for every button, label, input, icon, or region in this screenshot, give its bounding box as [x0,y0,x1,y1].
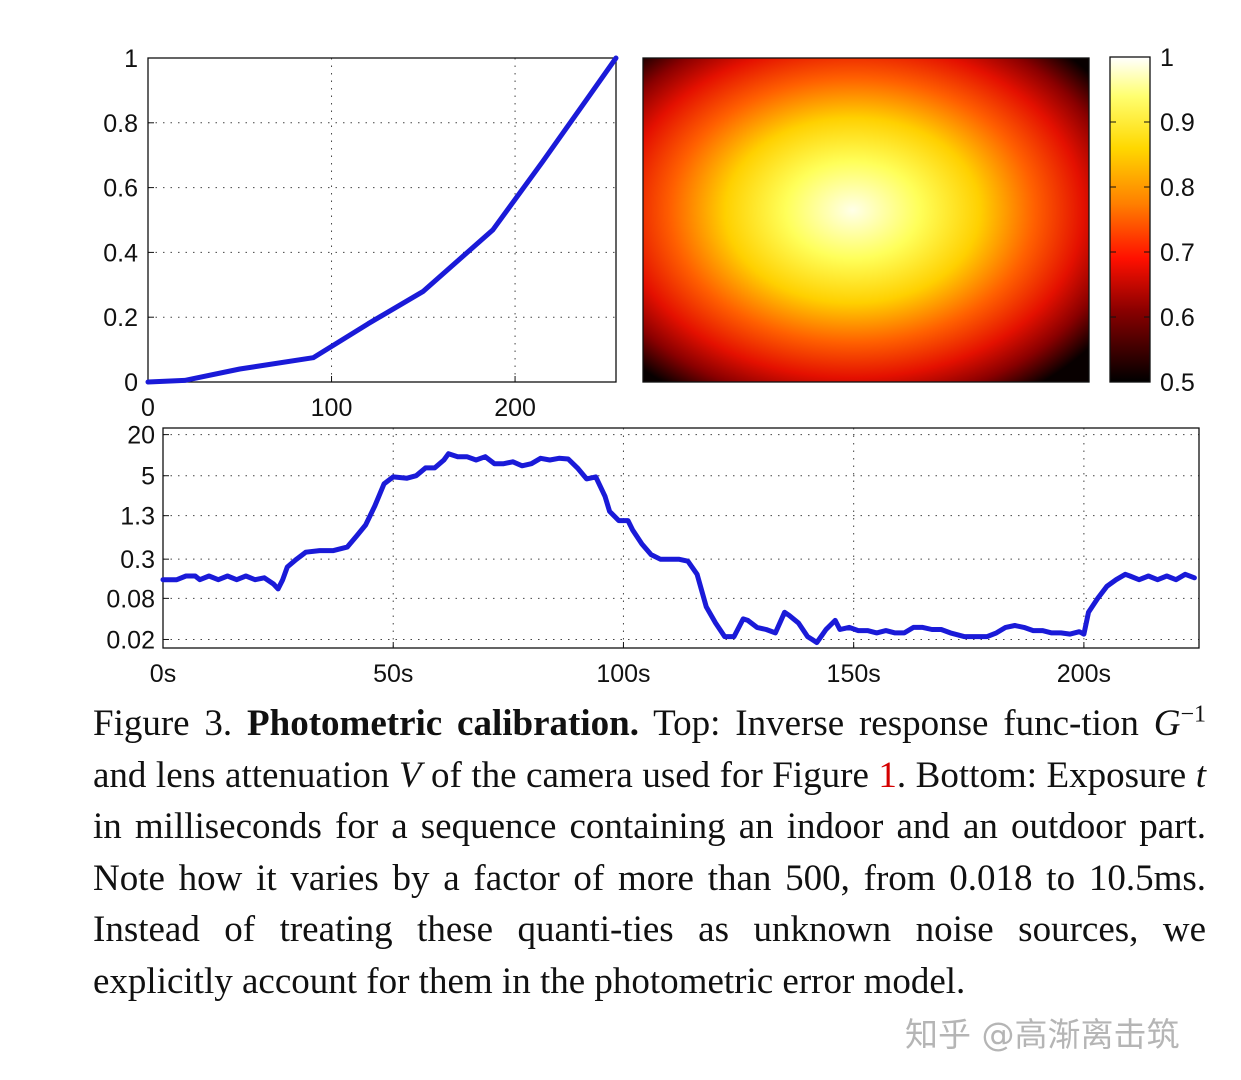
caption-part4: . [896,754,907,796]
y-tick-label: 0.02 [106,626,155,654]
colorbar-tick-label: 1 [1160,44,1174,72]
x-tick-label: 100 [311,394,353,422]
y-tick-label: 0.4 [103,239,138,267]
t-symbol: t [1195,754,1206,796]
figure-1-link[interactable]: 1 [878,754,897,796]
lens-attenuation-heatmap: 1 0.9 0.8 0.7 0.6 0.5 [642,44,1195,397]
x-tick-label: 150s [827,660,881,688]
caption-part1: Top: Inverse response func-tion [653,703,1139,744]
grid [162,428,1199,648]
colorbar-ticks: 1 0.9 0.8 0.7 0.6 0.5 [1110,44,1195,397]
y-tick-label: 0.8 [103,110,138,138]
caption-title: Photometric calibration. [247,703,639,744]
colorbar-tick-label: 0.5 [1160,369,1195,397]
figure-3: 0 100 200 0 0.2 0.4 0.6 0.8 1 1 0.9 0.8 0.7 0.6 0.5 0… [103,44,1200,688]
caption-part6: in milliseconds for a sequence containin… [93,806,1206,1002]
y-tick-label: 0.2 [103,304,138,332]
y-tick-label: 20 [127,422,155,450]
y-tick-label: 0.6 [103,175,138,203]
y-tick-label: 1.3 [120,503,155,531]
caption-part5: Bottom: Exposure [915,754,1187,796]
attenuation-image [643,58,1089,382]
caption-part2: and lens attenuation [93,754,390,796]
v-symbol: V [398,754,422,796]
exposure-chart: 0s 50s 100s 150s 200s 20 5 1.3 0.3 0.08 0.02 [106,422,1200,688]
y-tick-label: 0.3 [120,546,155,574]
colorbar [1109,56,1151,383]
grid [147,57,616,383]
y-tick-label: 5 [141,463,155,491]
colorbar-tick-label: 0.7 [1160,239,1195,267]
colorbar-tick-label: 0.6 [1160,304,1195,332]
x-tick-label: 50s [373,660,413,688]
x-tick-label: 0s [150,660,176,688]
y-tick-label: 0 [124,369,138,397]
x-tick-label: 200s [1057,660,1111,688]
ticks: 0s 50s 100s 150s 200s 20 5 1.3 0.3 0.08 0.02 [106,422,1111,688]
plot-frame [147,57,617,383]
y-tick-label: 1 [124,45,138,73]
x-tick-label: 200 [494,394,536,422]
exposure-curve [160,451,1197,646]
y-tick-label: 0.08 [106,585,155,613]
colorbar-tick-label: 0.9 [1160,109,1195,137]
watermark: 知乎 @高渐离击筑 [905,1015,1180,1054]
g-symbol: G [1153,703,1181,744]
figure-caption: Figure 3. Photometric calibration. Top: … [93,698,1206,1008]
colorbar-tick-label: 0.8 [1160,174,1195,202]
g-exponent: −1 [1180,701,1206,728]
plot-frame [162,427,1200,649]
figure-label: Figure 3. [93,703,233,744]
x-tick-label: 100s [596,660,650,688]
ticks: 0 100 200 0 0.2 0.4 0.6 0.8 1 [103,45,536,422]
response-curve [145,55,619,385]
caption-part3: of the camera used for Figure [431,754,869,796]
image-frame [642,57,1090,383]
x-tick-label: 0 [141,394,155,422]
inverse-response-chart: 0 100 200 0 0.2 0.4 0.6 0.8 1 [103,45,619,422]
